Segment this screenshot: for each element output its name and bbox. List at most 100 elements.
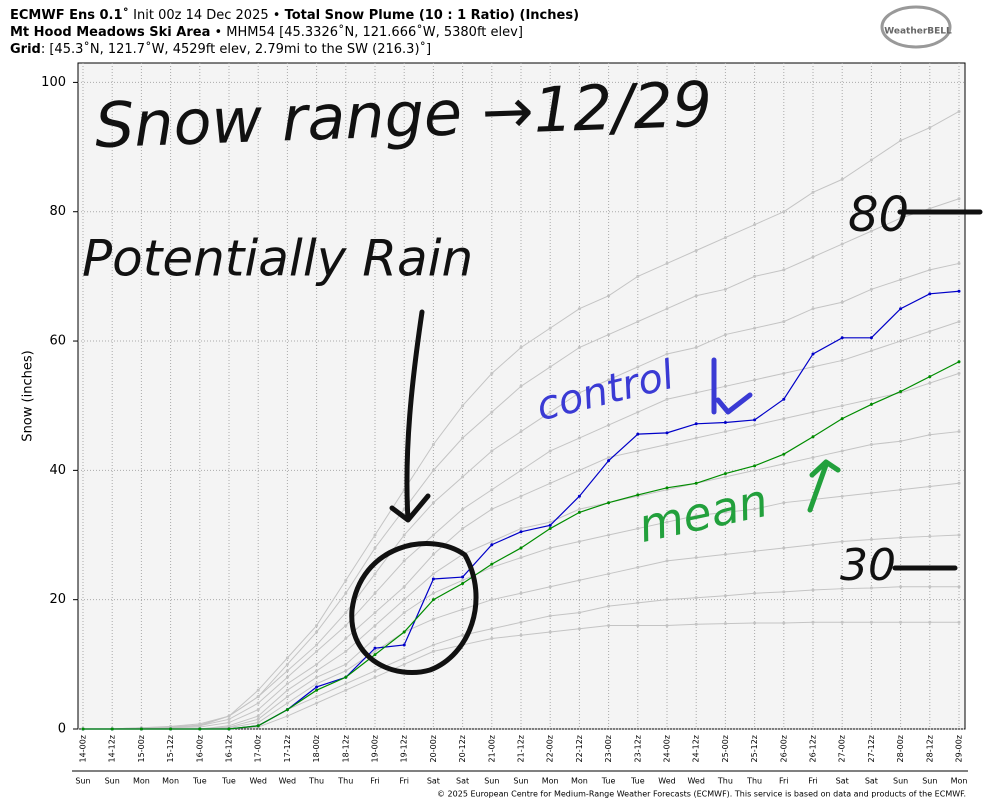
point bbox=[869, 229, 873, 233]
point bbox=[256, 717, 260, 721]
point bbox=[957, 360, 961, 364]
point bbox=[519, 384, 523, 388]
point bbox=[169, 724, 173, 728]
logo: WeatherBELL bbox=[884, 27, 952, 37]
point bbox=[899, 536, 903, 540]
point bbox=[607, 378, 611, 382]
point bbox=[694, 481, 698, 485]
point bbox=[928, 485, 932, 489]
point bbox=[899, 439, 903, 443]
point bbox=[753, 549, 757, 553]
point bbox=[402, 656, 406, 660]
point bbox=[665, 520, 669, 524]
title-segment: Init 00z 14 Dec 2025 • bbox=[129, 8, 285, 23]
point bbox=[490, 565, 494, 569]
point bbox=[344, 675, 348, 679]
x-tick-label: 19-00z bbox=[371, 735, 380, 762]
point bbox=[840, 404, 844, 408]
point bbox=[840, 300, 844, 304]
point bbox=[782, 320, 786, 324]
point bbox=[256, 724, 260, 728]
point bbox=[315, 643, 319, 647]
point bbox=[723, 622, 727, 626]
point bbox=[811, 365, 815, 369]
point bbox=[694, 346, 698, 350]
x-tick-label: 27-00z bbox=[838, 735, 847, 762]
point bbox=[869, 491, 873, 495]
point bbox=[869, 538, 873, 542]
point bbox=[723, 384, 727, 388]
y-axis-label: Snow (inches) bbox=[21, 350, 36, 441]
point bbox=[928, 620, 932, 624]
y-tick-label: 100 bbox=[41, 75, 66, 90]
point bbox=[957, 261, 961, 265]
point bbox=[577, 391, 581, 395]
point bbox=[519, 468, 523, 472]
day-label: Sat bbox=[836, 777, 849, 786]
point bbox=[694, 422, 698, 426]
day-label: Fri bbox=[779, 777, 789, 786]
point bbox=[402, 643, 406, 647]
point bbox=[402, 630, 406, 634]
point bbox=[811, 455, 815, 459]
point bbox=[811, 588, 815, 592]
point bbox=[315, 630, 319, 634]
point bbox=[840, 449, 844, 453]
day-label: Wed bbox=[658, 777, 675, 786]
point bbox=[490, 488, 494, 492]
point bbox=[899, 216, 903, 220]
point bbox=[607, 572, 611, 576]
point bbox=[782, 621, 786, 625]
point bbox=[490, 636, 494, 640]
title-segment: Grid bbox=[10, 42, 41, 57]
point bbox=[256, 695, 260, 699]
point bbox=[928, 126, 932, 130]
point bbox=[782, 210, 786, 214]
point bbox=[548, 326, 552, 330]
point bbox=[928, 268, 932, 272]
point bbox=[869, 620, 873, 624]
point bbox=[753, 591, 757, 595]
point bbox=[256, 708, 260, 712]
point bbox=[782, 462, 786, 466]
day-label: Sat bbox=[456, 777, 469, 786]
point bbox=[285, 695, 289, 699]
point bbox=[782, 268, 786, 272]
point bbox=[723, 421, 727, 425]
x-tick-label: 25-00z bbox=[721, 735, 730, 762]
point bbox=[577, 307, 581, 311]
point bbox=[957, 430, 961, 434]
point bbox=[198, 722, 202, 726]
point bbox=[636, 449, 640, 453]
point bbox=[315, 695, 319, 699]
point bbox=[198, 727, 202, 731]
x-tick-label: 16-00z bbox=[195, 735, 204, 762]
point bbox=[753, 423, 757, 427]
day-label: Tue bbox=[601, 777, 616, 786]
point bbox=[315, 682, 319, 686]
point bbox=[519, 530, 523, 534]
point bbox=[753, 274, 757, 278]
point bbox=[373, 675, 377, 679]
point bbox=[373, 646, 377, 650]
day-label: Tue bbox=[221, 777, 236, 786]
point bbox=[519, 430, 523, 434]
day-label: Mon bbox=[133, 777, 150, 786]
point bbox=[256, 714, 260, 718]
point bbox=[636, 601, 640, 605]
point bbox=[373, 533, 377, 537]
arrow bbox=[807, 459, 841, 513]
point bbox=[869, 586, 873, 590]
point bbox=[431, 533, 435, 537]
day-label: Sun bbox=[75, 777, 90, 786]
x-tick-label: 26-12z bbox=[809, 735, 818, 762]
day-label: Sun bbox=[513, 777, 528, 786]
day-label: Sun bbox=[922, 777, 937, 786]
point bbox=[431, 598, 435, 602]
point bbox=[344, 649, 348, 653]
point bbox=[607, 294, 611, 298]
point bbox=[373, 611, 377, 615]
point bbox=[344, 611, 348, 615]
day-label: Mon bbox=[162, 777, 179, 786]
x-tick-label: 23-12z bbox=[633, 735, 642, 762]
